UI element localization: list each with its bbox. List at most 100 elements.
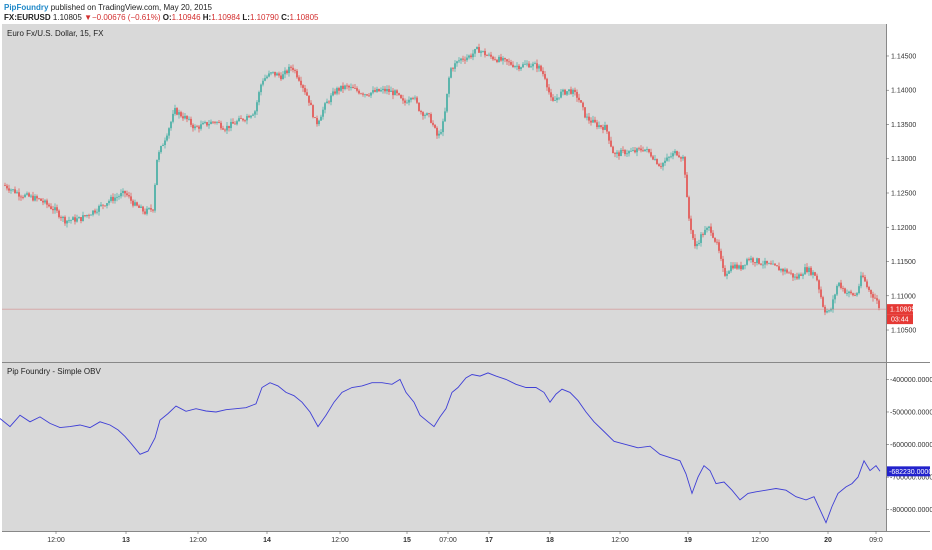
candle bbox=[410, 97, 412, 103]
candle bbox=[506, 58, 508, 66]
time-tick-label: 18 bbox=[546, 537, 554, 544]
candle bbox=[702, 232, 704, 238]
candle bbox=[682, 154, 684, 161]
candle bbox=[646, 146, 648, 153]
candle bbox=[424, 113, 426, 119]
candle bbox=[42, 198, 44, 206]
candle bbox=[692, 229, 694, 241]
candle bbox=[828, 309, 830, 313]
candle bbox=[640, 145, 642, 153]
candle bbox=[244, 119, 246, 123]
candle bbox=[16, 190, 18, 194]
candle bbox=[170, 120, 172, 131]
candle bbox=[198, 124, 200, 133]
candle bbox=[166, 133, 168, 142]
candle bbox=[184, 112, 186, 120]
candle bbox=[568, 89, 570, 95]
candle bbox=[606, 124, 608, 135]
candle bbox=[152, 208, 154, 213]
candle bbox=[798, 272, 800, 280]
price-tick-label: 1.11500 bbox=[891, 259, 916, 266]
candle bbox=[304, 84, 306, 95]
candle bbox=[810, 266, 812, 277]
candle bbox=[542, 67, 544, 77]
candle bbox=[858, 283, 860, 295]
candle bbox=[240, 115, 242, 119]
candle bbox=[206, 121, 208, 127]
candle bbox=[550, 88, 552, 101]
candle bbox=[720, 248, 722, 262]
candle bbox=[68, 216, 70, 223]
candle bbox=[706, 226, 708, 233]
candle bbox=[342, 82, 344, 94]
price-axis[interactable]: 1.14500 1.14000 1.13500 1.13000 1.12500 1.120… bbox=[886, 53, 916, 335]
candle bbox=[104, 205, 106, 207]
candle bbox=[574, 87, 576, 96]
candle bbox=[482, 50, 484, 53]
candle bbox=[112, 193, 114, 204]
candle bbox=[58, 209, 60, 219]
candle bbox=[686, 171, 688, 198]
change-value: −0.00676 (−0.61%) bbox=[91, 13, 161, 22]
candle bbox=[400, 94, 402, 99]
candle bbox=[848, 290, 850, 298]
candle bbox=[134, 199, 136, 207]
candle bbox=[266, 74, 268, 80]
time-tick-label: 13 bbox=[122, 537, 130, 544]
candle bbox=[708, 225, 710, 231]
candle bbox=[874, 293, 876, 299]
obv-pane-title: Pip Foundry - Simple OBV bbox=[7, 367, 101, 376]
candle bbox=[844, 287, 846, 294]
candle bbox=[696, 241, 698, 250]
high-value: 1.10984 bbox=[211, 13, 241, 22]
candle bbox=[718, 239, 720, 254]
candle bbox=[100, 202, 102, 208]
candle bbox=[780, 268, 782, 273]
candle bbox=[462, 55, 464, 62]
last-price-tag-label: 1.10805 bbox=[890, 307, 915, 314]
candle bbox=[508, 58, 510, 66]
candle bbox=[610, 136, 612, 148]
chart-canvas[interactable]: Euro Fx/U.S. Dollar, 15, FX Pip Foundry … bbox=[0, 24, 932, 550]
candle bbox=[146, 206, 148, 216]
candle bbox=[644, 149, 646, 152]
candle bbox=[620, 148, 622, 157]
candle bbox=[94, 208, 96, 215]
candle bbox=[532, 61, 534, 71]
candle bbox=[688, 195, 690, 221]
candle bbox=[628, 150, 630, 157]
candle bbox=[576, 89, 578, 102]
candle bbox=[700, 231, 702, 247]
candle bbox=[8, 184, 10, 193]
candle bbox=[408, 96, 410, 106]
candle bbox=[286, 69, 288, 75]
candle bbox=[362, 92, 364, 97]
candle bbox=[490, 51, 492, 59]
candle bbox=[92, 210, 94, 217]
candle bbox=[412, 96, 414, 100]
candle bbox=[6, 183, 8, 191]
candle bbox=[282, 71, 284, 80]
price-pane[interactable] bbox=[2, 24, 886, 362]
candle bbox=[246, 113, 248, 125]
candle bbox=[494, 56, 496, 61]
author-link[interactable]: PipFoundry bbox=[4, 3, 49, 12]
candle bbox=[98, 204, 100, 216]
candle bbox=[878, 298, 880, 311]
candle bbox=[296, 68, 298, 79]
candle bbox=[280, 72, 282, 81]
obv-pane[interactable] bbox=[2, 363, 886, 531]
candle bbox=[162, 143, 164, 147]
obv-axis[interactable]: -400000.0000 -500000.0000 -600000.0000 -700… bbox=[886, 377, 932, 514]
price-tick-label: 1.10500 bbox=[891, 328, 916, 335]
candle bbox=[816, 273, 818, 282]
candle bbox=[654, 155, 656, 161]
time-tick-label: 12:00 bbox=[611, 537, 629, 544]
candle bbox=[856, 292, 858, 297]
candle bbox=[448, 76, 450, 98]
candle bbox=[404, 98, 406, 106]
time-axis[interactable]: 12:00 13 12:00 14 12:00 15 07:00 17 18 12:00 19 12:… bbox=[47, 531, 883, 544]
candle bbox=[470, 53, 472, 59]
candle bbox=[832, 295, 834, 313]
candle bbox=[180, 110, 182, 118]
